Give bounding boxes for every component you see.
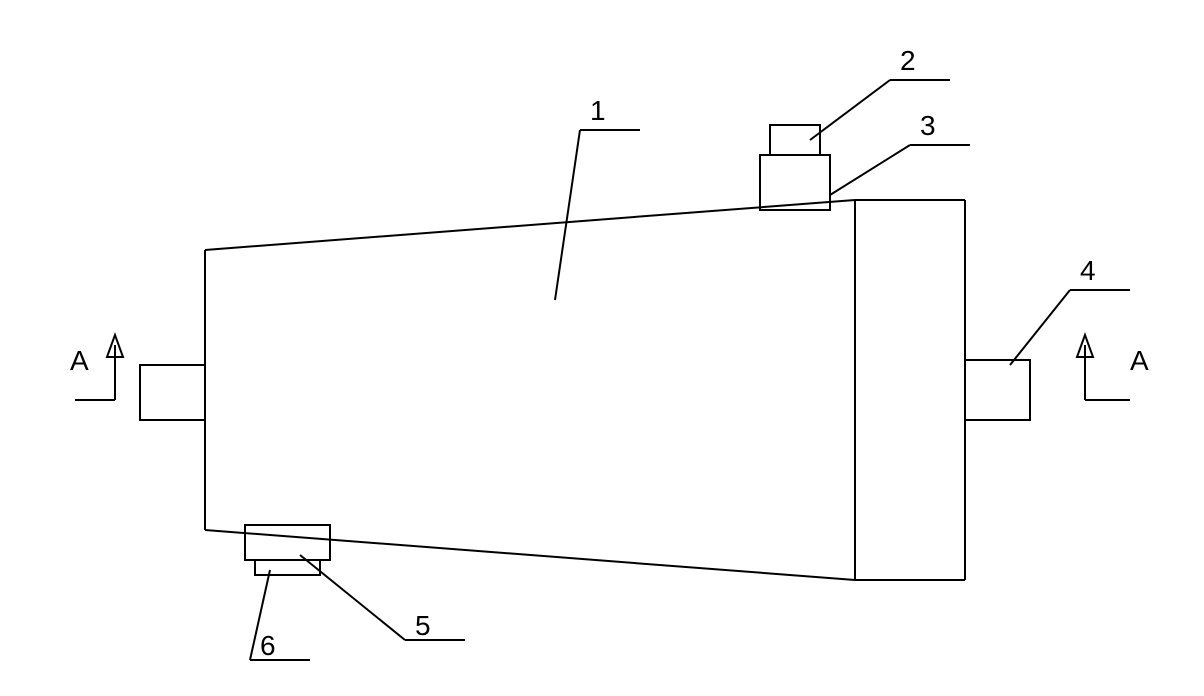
section-letter: A bbox=[1130, 345, 1149, 376]
section-mark-left: A bbox=[70, 335, 123, 400]
body-top-edge bbox=[205, 200, 855, 250]
leader-line-4 bbox=[1010, 290, 1070, 365]
label-3: 3 bbox=[920, 110, 936, 141]
leader-line-1 bbox=[555, 130, 580, 300]
section-mark-right: A bbox=[1077, 335, 1149, 400]
label-2: 2 bbox=[900, 45, 916, 76]
leader-line-2 bbox=[810, 80, 890, 140]
top-port-cap bbox=[770, 125, 820, 155]
label-4: 4 bbox=[1080, 255, 1096, 286]
label-6: 6 bbox=[260, 630, 276, 661]
label-5: 5 bbox=[415, 610, 431, 641]
main-body bbox=[205, 200, 965, 580]
bottom-port bbox=[245, 525, 330, 575]
section-letter: A bbox=[70, 345, 89, 376]
leader-line-3 bbox=[830, 145, 910, 195]
label-1: 1 bbox=[590, 95, 606, 126]
top-port bbox=[760, 125, 830, 210]
callout-labels: 1 2 3 4 5 6 bbox=[250, 45, 1130, 661]
body-bottom-edge bbox=[205, 530, 855, 580]
engineering-diagram: 1 2 3 4 5 6 A A bbox=[0, 0, 1204, 696]
bottom-port-base bbox=[245, 525, 330, 560]
right-port bbox=[965, 360, 1030, 420]
left-port bbox=[140, 365, 205, 420]
leader-line-5 bbox=[300, 555, 405, 640]
